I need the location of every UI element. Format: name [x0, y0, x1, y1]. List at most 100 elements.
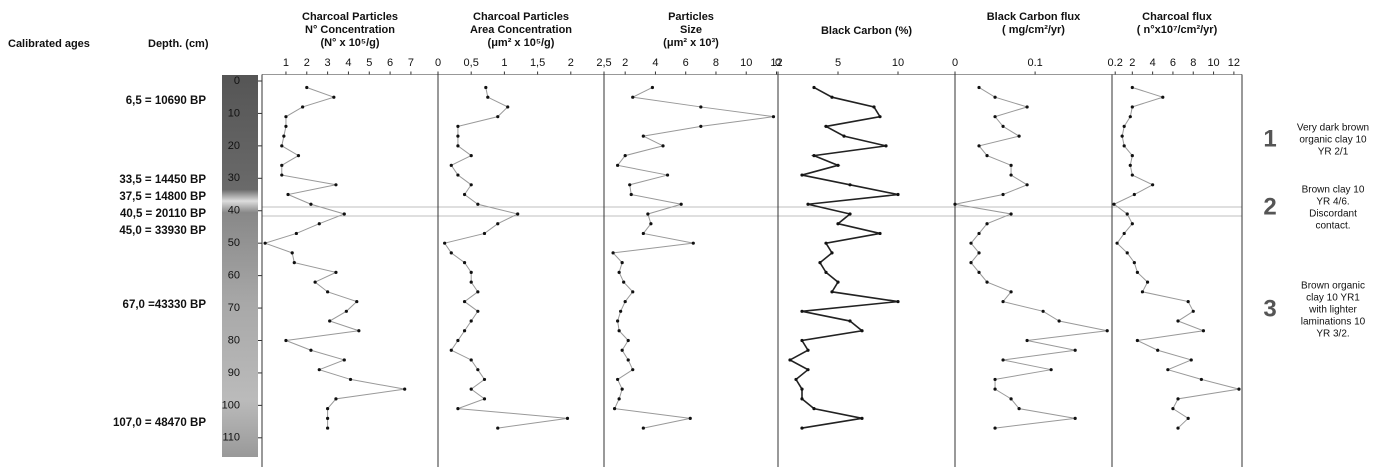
data-point: [818, 261, 822, 265]
data-point: [848, 319, 852, 323]
age-label: 67,0 =43330 BP: [123, 299, 207, 311]
series-line: [788, 86, 899, 429]
data-point: [806, 202, 810, 206]
data-point: [1128, 163, 1132, 167]
data-point: [830, 290, 834, 294]
age-label: 107,0 = 48470 BP: [113, 417, 206, 429]
depth-tick-label: 0: [234, 75, 240, 87]
data-point: [1025, 183, 1029, 187]
data-point: [848, 183, 852, 187]
data-point: [620, 261, 624, 265]
data-point: [985, 222, 989, 226]
x-tick-label: 8: [1190, 57, 1196, 69]
x-tick-label: 1: [501, 57, 507, 69]
depth-tick-label: 20: [228, 140, 240, 152]
depth-tick-label: 10: [228, 107, 240, 119]
data-point: [469, 358, 473, 362]
data-point: [860, 329, 864, 333]
data-point: [355, 299, 359, 304]
data-point: [688, 416, 692, 420]
data-point: [788, 358, 792, 362]
data-point: [1041, 309, 1045, 313]
data-point: [1156, 348, 1160, 352]
unit-number: 1: [1263, 125, 1276, 152]
data-point: [620, 387, 624, 391]
data-point: [993, 387, 997, 391]
data-point: [631, 368, 635, 372]
data-point: [1130, 173, 1134, 177]
data-point: [661, 144, 665, 148]
data-point: [486, 95, 490, 99]
data-point: [1201, 329, 1206, 333]
data-point: [332, 95, 336, 99]
data-point: [617, 270, 621, 274]
data-point: [1025, 105, 1029, 109]
data-point: [878, 231, 882, 236]
panel-title: Charcoal flux: [1142, 11, 1213, 23]
series-line: [1113, 86, 1240, 429]
data-point: [1009, 163, 1013, 167]
data-point: [620, 348, 624, 352]
data-point: [334, 270, 338, 274]
data-point: [482, 397, 487, 401]
data-point: [263, 241, 267, 245]
data-point: [884, 144, 888, 148]
data-point: [806, 348, 810, 352]
data-point: [334, 183, 338, 187]
data-point: [344, 309, 348, 313]
panel-title: N° Concentration: [305, 24, 395, 36]
panel-title: Black Carbon (%): [821, 25, 912, 37]
data-point: [328, 319, 332, 323]
data-point: [985, 153, 989, 158]
x-tick-label: 0,5: [464, 57, 479, 69]
data-point: [691, 241, 695, 245]
data-point: [469, 183, 473, 187]
data-point: [1161, 95, 1165, 99]
data-point: [699, 105, 703, 109]
data-point: [1009, 290, 1013, 294]
data-point: [469, 319, 473, 323]
data-point: [516, 212, 520, 216]
x-tick-label: 0: [952, 57, 958, 69]
data-point: [309, 348, 313, 352]
data-point: [629, 192, 633, 197]
data-point: [1171, 407, 1175, 411]
data-point: [496, 426, 500, 430]
x-tick-label: 6: [1170, 57, 1176, 69]
data-point: [301, 105, 305, 109]
data-point: [1122, 144, 1126, 148]
data-point: [800, 387, 804, 391]
data-point: [771, 115, 776, 119]
data-point: [872, 105, 876, 109]
data-point: [565, 416, 570, 420]
data-point: [1001, 299, 1005, 304]
data-point: [679, 202, 683, 206]
data-point: [836, 163, 840, 167]
data-point: [1189, 358, 1193, 362]
data-point: [631, 95, 635, 99]
x-tick-label: 2: [568, 57, 574, 69]
panel-title: ( n°x10⁷/cm²/yr): [1137, 24, 1218, 36]
data-point: [612, 407, 617, 411]
data-point: [305, 85, 309, 90]
depth-tick-label: 30: [228, 172, 240, 184]
age-label: 37,5 = 14800 BP: [119, 191, 206, 203]
data-point: [1009, 397, 1013, 401]
data-point: [626, 358, 630, 362]
data-point: [969, 261, 973, 265]
unit-description: Brown clay 10: [1302, 185, 1365, 196]
data-point: [1057, 319, 1061, 323]
data-point: [1140, 290, 1145, 294]
data-point: [1009, 212, 1013, 216]
data-point: [1166, 368, 1170, 372]
data-point: [1130, 222, 1134, 226]
panel-title: (N° x 10⁵/g): [320, 37, 379, 49]
data-point: [1001, 358, 1005, 362]
data-point: [326, 426, 330, 430]
data-point: [800, 309, 804, 313]
core-image: [222, 75, 258, 457]
data-point: [611, 251, 615, 255]
unit-number: 3: [1263, 295, 1276, 322]
data-point: [616, 319, 620, 323]
